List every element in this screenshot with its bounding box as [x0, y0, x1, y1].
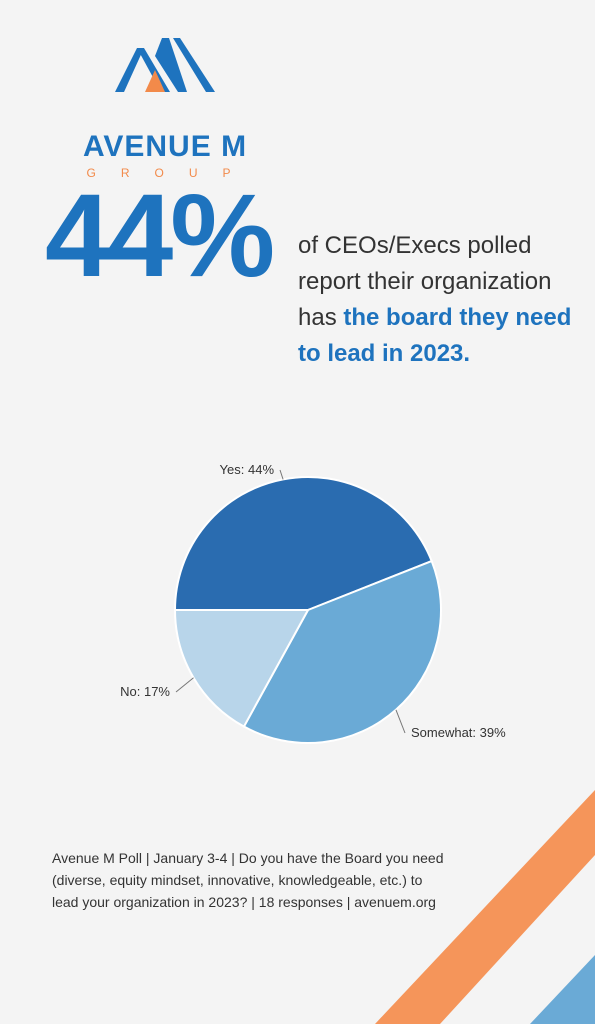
stat-text: of CEOs/Execs polled report their organi… — [298, 232, 552, 331]
pie-slice-no — [173, 609, 310, 728]
pie-slice-yes — [173, 476, 433, 611]
blue-stripe — [530, 955, 595, 1024]
pie-leader-line-somewhat — [395, 709, 406, 734]
pie-label-yes: Yes: 44% — [220, 462, 275, 477]
stat-description: of CEOs/Execs polled report their organi… — [298, 228, 588, 372]
brand-name: AVENUE M — [82, 130, 248, 163]
pie-chart: Yes: 44% Somewhat: 39% No: 17% — [120, 462, 506, 744]
logo-mountain-icon — [115, 38, 215, 92]
avenue-m-logo: AVENUE M GROUP — [70, 30, 260, 180]
poll-footnote: Avenue M Poll | January 3-4 | Do you hav… — [52, 850, 444, 910]
brand-subtitle: GROUP — [86, 166, 256, 180]
pie-slice-somewhat — [242, 559, 442, 744]
stat-highlight-text: the board they need to lead in 2023. — [298, 304, 572, 367]
pie-leader-line-no — [175, 677, 194, 693]
pie-leader-line-yes — [279, 469, 284, 480]
big-stat-value: 44% — [45, 170, 275, 302]
pie-label-somewhat: Somewhat: 39% — [411, 725, 506, 740]
pie-label-no: No: 17% — [120, 684, 170, 699]
